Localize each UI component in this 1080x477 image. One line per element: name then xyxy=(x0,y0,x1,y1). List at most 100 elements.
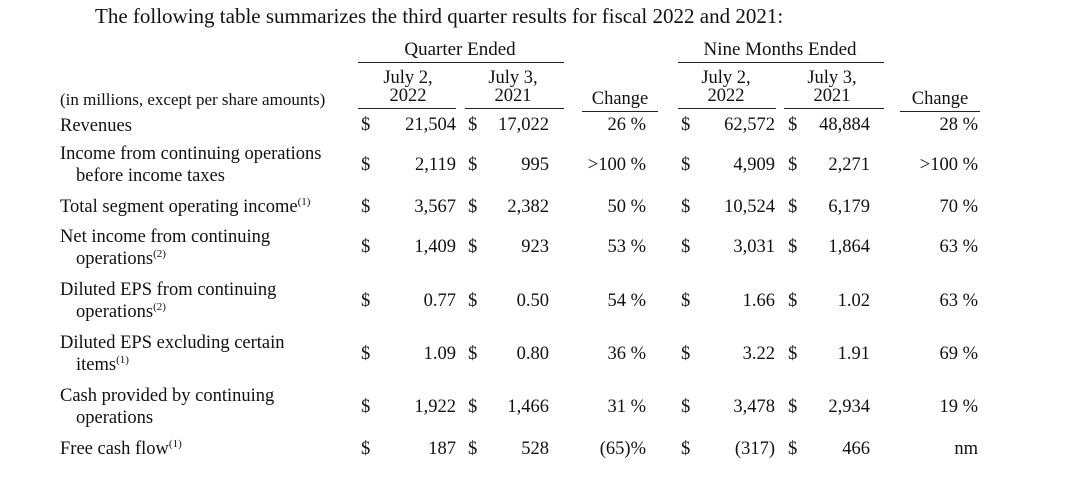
currency-symbol: $ xyxy=(361,115,371,135)
cell-n-change: nm xyxy=(954,439,978,459)
cell-q-change: 54 % xyxy=(607,291,646,311)
cell-q-change: 26 % xyxy=(607,115,646,135)
footnote-marker: (1) xyxy=(297,196,311,208)
col-q-change: Change xyxy=(591,89,649,109)
row-label-continuation-text: items xyxy=(76,355,117,375)
cell-n-2022: 10,524 xyxy=(724,197,775,217)
row-label: Net income from continuing operations(2) xyxy=(60,226,270,270)
cell-q-2022: 0.77 xyxy=(423,291,456,311)
row-label: Diluted EPS excluding certain items(1) xyxy=(60,332,285,376)
col-q-2021-rule xyxy=(465,108,564,109)
row-label-continuation-text: operations xyxy=(76,408,154,428)
col-q-2022-line2: 2022 xyxy=(389,86,427,106)
row-label: Free cash flow(1) xyxy=(60,438,182,460)
col-q-2021-line2: 2021 xyxy=(494,86,532,106)
row-label-text: Income from continuing operations xyxy=(60,144,322,164)
cell-q-change: >100 % xyxy=(587,155,646,175)
col-n-2022-line1: July 2, xyxy=(701,68,751,88)
currency-symbol: $ xyxy=(681,344,691,364)
row-label-text: Free cash flow xyxy=(60,439,169,459)
col-q-change-rule xyxy=(582,111,658,112)
currency-symbol: $ xyxy=(681,155,691,175)
cell-q-change: 53 % xyxy=(607,237,646,257)
currency-symbol: $ xyxy=(681,237,691,257)
currency-symbol: $ xyxy=(681,115,691,135)
cell-q-2021: 923 xyxy=(521,237,549,257)
col-n-2021-rule xyxy=(784,108,884,109)
footnote-marker: (2) xyxy=(153,301,166,313)
col-q-2022-rule xyxy=(358,108,456,109)
footnote-marker: (2) xyxy=(153,248,166,260)
cell-q-2022: 21,504 xyxy=(405,115,456,135)
currency-symbol: $ xyxy=(468,344,478,364)
row-label: Diluted EPS from continuing operations(2) xyxy=(60,279,276,323)
currency-symbol: $ xyxy=(681,291,691,311)
currency-symbol: $ xyxy=(468,397,478,417)
currency-symbol: $ xyxy=(468,155,478,175)
currency-symbol: $ xyxy=(361,397,371,417)
units-note: (in millions, except per share amounts) xyxy=(60,90,326,109)
cell-n-2021: 1.02 xyxy=(837,291,870,311)
cell-n-change: 63 % xyxy=(939,237,978,257)
cell-n-change: 19 % xyxy=(939,397,978,417)
cell-q-2022: 1,409 xyxy=(414,237,456,257)
col-n-2022-rule xyxy=(678,108,776,109)
col-n-change: Change xyxy=(911,89,969,109)
cell-n-change: 63 % xyxy=(939,291,978,311)
row-label-continuation: items(1) xyxy=(60,354,285,376)
cell-n-change: >100 % xyxy=(919,155,978,175)
cell-n-2021: 48,884 xyxy=(819,115,870,135)
cell-q-2021: 0.50 xyxy=(516,291,549,311)
currency-symbol: $ xyxy=(788,155,798,175)
row-label-continuation: operations(2) xyxy=(60,301,276,323)
currency-symbol: $ xyxy=(361,344,371,364)
currency-symbol: $ xyxy=(361,439,371,459)
currency-symbol: $ xyxy=(788,291,798,311)
nine-months-header-rule xyxy=(678,62,884,63)
currency-symbol: $ xyxy=(788,197,798,217)
cell-q-2022: 1.09 xyxy=(423,344,456,364)
cell-n-2022: (317) xyxy=(734,439,775,459)
row-label-continuation: operations(2) xyxy=(60,248,270,270)
currency-symbol: $ xyxy=(361,291,371,311)
row-label: Revenues xyxy=(60,115,132,137)
row-label-continuation: before income taxes xyxy=(60,165,322,187)
cell-q-2021: 2,382 xyxy=(507,197,549,217)
row-label-text: Diluted EPS excluding certain xyxy=(60,333,285,353)
currency-symbol: $ xyxy=(468,237,478,257)
row-label-continuation-text: before income taxes xyxy=(76,166,225,186)
cell-q-2022: 187 xyxy=(428,439,456,459)
col-n-2021-line2: 2021 xyxy=(813,86,851,106)
row-label: Income from continuing operations before … xyxy=(60,143,322,187)
cell-n-2022: 3,031 xyxy=(733,237,775,257)
cell-n-2022: 62,572 xyxy=(724,115,775,135)
cell-q-2021: 17,022 xyxy=(498,115,549,135)
currency-symbol: $ xyxy=(681,197,691,217)
cell-n-2021: 466 xyxy=(842,439,870,459)
quarter-header-rule xyxy=(358,62,564,63)
currency-symbol: $ xyxy=(681,397,691,417)
currency-symbol: $ xyxy=(361,155,371,175)
cell-q-change: (65)% xyxy=(599,439,646,459)
currency-symbol: $ xyxy=(788,115,798,135)
col-n-2022-line2: 2022 xyxy=(707,86,745,106)
row-label: Total segment operating income(1) xyxy=(60,196,310,218)
row-label: Cash provided by continuing operations xyxy=(60,385,274,429)
currency-symbol: $ xyxy=(681,439,691,459)
col-n-change-rule xyxy=(900,111,980,112)
cell-q-change: 50 % xyxy=(607,197,646,217)
cell-q-2021: 995 xyxy=(521,155,549,175)
cell-n-2022: 3.22 xyxy=(742,344,775,364)
cell-q-2022: 3,567 xyxy=(414,197,456,217)
row-label-continuation-text: operations xyxy=(76,249,154,269)
cell-n-change: 70 % xyxy=(939,197,978,217)
currency-symbol: $ xyxy=(468,115,478,135)
footnote-marker: (1) xyxy=(116,354,129,366)
currency-symbol: $ xyxy=(788,397,798,417)
cell-n-2021: 1.91 xyxy=(837,344,870,364)
row-label-continuation-text: operations xyxy=(76,302,154,322)
row-label-continuation: operations xyxy=(60,407,274,429)
footnote-marker: (1) xyxy=(168,438,182,450)
quarter-ended-header: Quarter Ended xyxy=(404,39,516,60)
